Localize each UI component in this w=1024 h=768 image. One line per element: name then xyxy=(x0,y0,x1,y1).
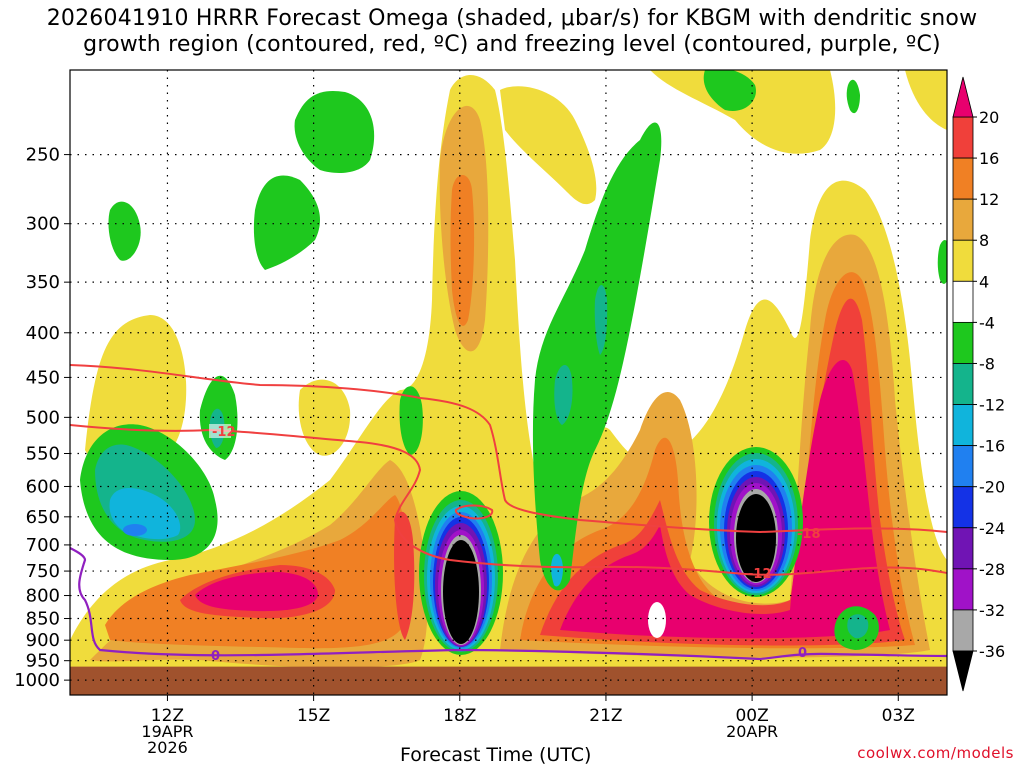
y-axis-tick-label: 850 xyxy=(26,609,60,630)
contour-labels: -12 -12 -18 0 0 xyxy=(209,424,821,664)
y-axis-tick-label: 300 xyxy=(26,214,60,235)
y-axis-tick-label: 350 xyxy=(26,272,60,293)
colorbar-swatch xyxy=(952,486,974,529)
x-axis-tick-label: 18Z xyxy=(443,706,476,726)
colorbar-label: -32 xyxy=(979,601,1005,620)
omega-fill-minus-4-8 xyxy=(532,122,662,591)
colorbar-swatch xyxy=(952,321,974,364)
omega-fill-minus-4-8 xyxy=(399,386,423,455)
colorbar-swatch xyxy=(952,609,974,652)
colorbar-label: -12 xyxy=(979,396,1005,415)
chart-title-line-1: 2026041910 HRRR Forecast Omega (shaded, … xyxy=(46,6,978,31)
colorbar-swatch xyxy=(952,239,974,282)
y-axis-tick-label: 500 xyxy=(26,407,60,428)
omega-fill-4-8 xyxy=(650,70,836,154)
contour-label-freezing-level: 0 xyxy=(211,649,220,664)
contour-dendritic-12C-upper xyxy=(70,364,947,534)
contour-label-freezing-level: 0 xyxy=(798,646,807,661)
site-credit: coolwx.com/models xyxy=(857,744,1014,762)
colorbar-top-arrow xyxy=(952,76,974,118)
omega-fill-4-8 xyxy=(905,70,947,130)
omega-fill-above-20 xyxy=(195,572,318,612)
contour-label-dendritic-18C: -18 xyxy=(797,527,821,542)
colorbar-swatch xyxy=(952,404,974,447)
colorbar-swatch xyxy=(952,198,974,241)
colorbar-swatch xyxy=(952,363,974,405)
omega-fill-minus-4-8 xyxy=(937,240,947,284)
omega-fill-minus-4-8 xyxy=(846,79,860,114)
colorbar-swatch xyxy=(952,527,974,570)
plot-frame xyxy=(69,69,948,696)
y-axis-tick-label: 700 xyxy=(26,535,60,556)
y-axis-tick-label: 550 xyxy=(26,443,60,464)
omega-core-18Z xyxy=(419,491,503,655)
omega-fill-minus-4-8 xyxy=(253,175,320,270)
colorbar-label: 16 xyxy=(979,149,999,168)
x-axis-title: Forecast Time (UTC) xyxy=(400,744,592,766)
x-axis-date-label: 20APR xyxy=(726,722,778,741)
omega-fill-4-8 xyxy=(85,315,187,463)
x-axis-tick-label: 03Z xyxy=(882,706,915,726)
y-axis-tick-label: 600 xyxy=(26,476,60,497)
x-axis-tick-label: 15Z xyxy=(297,706,330,726)
contour-dendritic-12C-lower xyxy=(70,424,947,576)
colorbar-label: -24 xyxy=(979,519,1005,538)
colorbar-swatch xyxy=(952,157,974,200)
colorbar-label: 4 xyxy=(979,272,989,291)
omega-fill-minus-16-20 xyxy=(123,524,147,536)
y-axis-tick-label: 900 xyxy=(26,630,60,651)
colorbar-label: 20 xyxy=(979,108,999,127)
y-axis-tick-label: 1000 xyxy=(14,670,60,691)
y-axis: 2503003504004505005506006507007508008509… xyxy=(14,145,70,691)
omega-fill-minus-8-12 xyxy=(847,614,869,639)
colorbar-swatch xyxy=(952,116,974,159)
y-axis-tick-label: 250 xyxy=(26,145,60,166)
omega-fill-minus-8-12 xyxy=(554,365,573,425)
y-axis-tick-label: 450 xyxy=(26,367,60,388)
colorbar-label: -4 xyxy=(979,313,995,332)
y-axis-tick-label: 400 xyxy=(26,323,60,344)
colorbar-swatch xyxy=(952,445,974,488)
colorbar-label: -28 xyxy=(979,560,1005,579)
y-axis-tick-label: 800 xyxy=(26,586,60,607)
colorbar-swatch xyxy=(952,568,974,611)
omega-fill-4-8 xyxy=(500,86,597,205)
chart-title-line-2: growth region (contoured, red, ºC) and f… xyxy=(83,32,941,57)
omega-fill-minus-4-8 xyxy=(703,70,756,111)
y-axis-tick-label: 950 xyxy=(26,651,60,672)
colorbar-label: -20 xyxy=(979,478,1005,497)
colorbar-label: 8 xyxy=(979,231,989,250)
contours xyxy=(70,364,947,661)
colorbar-label: -36 xyxy=(979,642,1005,661)
contour-freezing-level-0C xyxy=(70,547,947,661)
contour-dendritic-18C xyxy=(454,504,494,520)
colorbar-swatch xyxy=(952,280,974,323)
omega-fill-minus-4-8 xyxy=(108,201,141,261)
colorbar: 20 16 12 8 4 -4 -8 -12 -16 -20 -24 -28 -32 -36 xyxy=(952,76,1005,692)
ground-fill xyxy=(70,666,947,695)
contour-label-dendritic-12C: -12 xyxy=(212,425,236,440)
omega-shading xyxy=(70,70,947,695)
omega-core-00Z xyxy=(709,447,803,597)
omega-fill-neutral xyxy=(648,602,666,638)
colorbar-bottom-arrow xyxy=(952,650,974,692)
contour-label-dendritic-12C: -12 xyxy=(748,567,772,582)
omega-fill-12-16 xyxy=(450,175,475,326)
x-axis-tick-label: 21Z xyxy=(589,706,622,726)
x-axis-tick-label: 12Z xyxy=(151,706,184,726)
omega-fill-minus-8-12 xyxy=(594,285,608,355)
x-axis-year-label: 2026 xyxy=(147,738,188,757)
y-axis-tick-label: 650 xyxy=(26,507,60,528)
omega-fill-above-20 xyxy=(560,360,890,639)
x-axis-tick-label: 00Z xyxy=(735,706,768,726)
x-axis-date-label: 19APR xyxy=(141,722,193,741)
omega-fill-minus-12-16 xyxy=(550,553,563,587)
colorbar-label: -16 xyxy=(979,437,1005,456)
colorbar-label: 12 xyxy=(979,190,999,209)
y-axis-tick-label: 750 xyxy=(26,561,60,582)
omega-fill-minus-4-8 xyxy=(294,90,375,173)
colorbar-label: -8 xyxy=(979,354,995,373)
